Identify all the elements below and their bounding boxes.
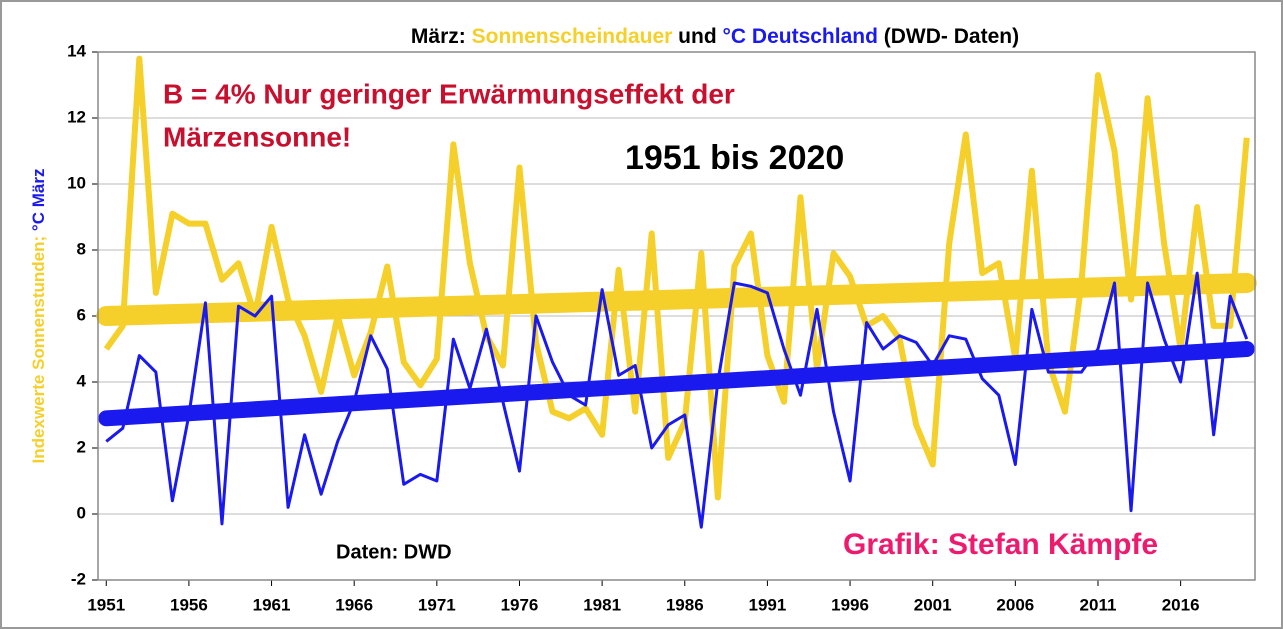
x-tick-label: 1996 xyxy=(831,595,869,614)
y-label-part: °C März xyxy=(29,169,48,232)
x-tick-label: 1991 xyxy=(748,595,786,614)
annotations: B = 4% Nur geringer Erwärmungseffekt der… xyxy=(163,78,1158,563)
plot xyxy=(96,55,1257,529)
annotation: Daten: DWD xyxy=(336,541,452,563)
x-tick-label: 2001 xyxy=(914,595,952,614)
title-suffix: (DWD- Daten) xyxy=(884,25,1019,48)
annotation: Märzensonne! xyxy=(163,121,351,152)
chart-title: März: Sonnenscheindauer und °C Deutschla… xyxy=(411,25,1019,48)
y-tick-label: 10 xyxy=(67,173,86,192)
y-tick-label: 2 xyxy=(77,437,86,456)
title-series: °C Deutschland xyxy=(723,25,878,48)
y-tick-label: -2 xyxy=(71,569,86,588)
y-tick-label: 14 xyxy=(67,41,86,60)
y-tick-label: 8 xyxy=(77,239,86,258)
annotation: B = 4% Nur geringer Erwärmungseffekt der xyxy=(163,78,735,109)
y-label-part: Indexwerte Sonnenstunden; xyxy=(29,236,48,464)
x-tick-label: 2006 xyxy=(996,595,1034,614)
data-line xyxy=(105,271,1249,529)
y-tick-label: 4 xyxy=(77,371,87,390)
x-tick-label: 2011 xyxy=(1080,595,1117,614)
annotation: 1951 bis 2020 xyxy=(625,139,844,177)
x-tick-label: 1951 xyxy=(87,595,125,614)
x-tick-label: 1986 xyxy=(666,595,704,614)
y-tick-label: 6 xyxy=(77,305,86,324)
x-tick-label: 1981 xyxy=(583,595,621,614)
title-prefix: März: xyxy=(411,25,466,48)
x-tick-label: 2016 xyxy=(1162,595,1200,614)
x-tick-label: 1966 xyxy=(335,595,373,614)
annotation: Grafik: Stefan Kämpfe xyxy=(843,528,1158,561)
y-tick-label: 0 xyxy=(77,503,86,522)
y-tick-label: 12 xyxy=(67,107,86,126)
y-axis-label: Indexwerte Sonnenstunden; °C März xyxy=(29,169,48,464)
title-series: Sonnenscheindauer xyxy=(472,25,673,48)
plot-frame xyxy=(97,51,1256,581)
x-tick-label: 1961 xyxy=(253,595,291,614)
x-tick-label: 1976 xyxy=(501,595,539,614)
trend-line xyxy=(98,341,1255,427)
title-join: und xyxy=(678,25,716,48)
x-tick-label: 1971 xyxy=(418,595,456,614)
data-line xyxy=(103,55,1250,501)
x-tick-label: 1956 xyxy=(170,595,208,614)
